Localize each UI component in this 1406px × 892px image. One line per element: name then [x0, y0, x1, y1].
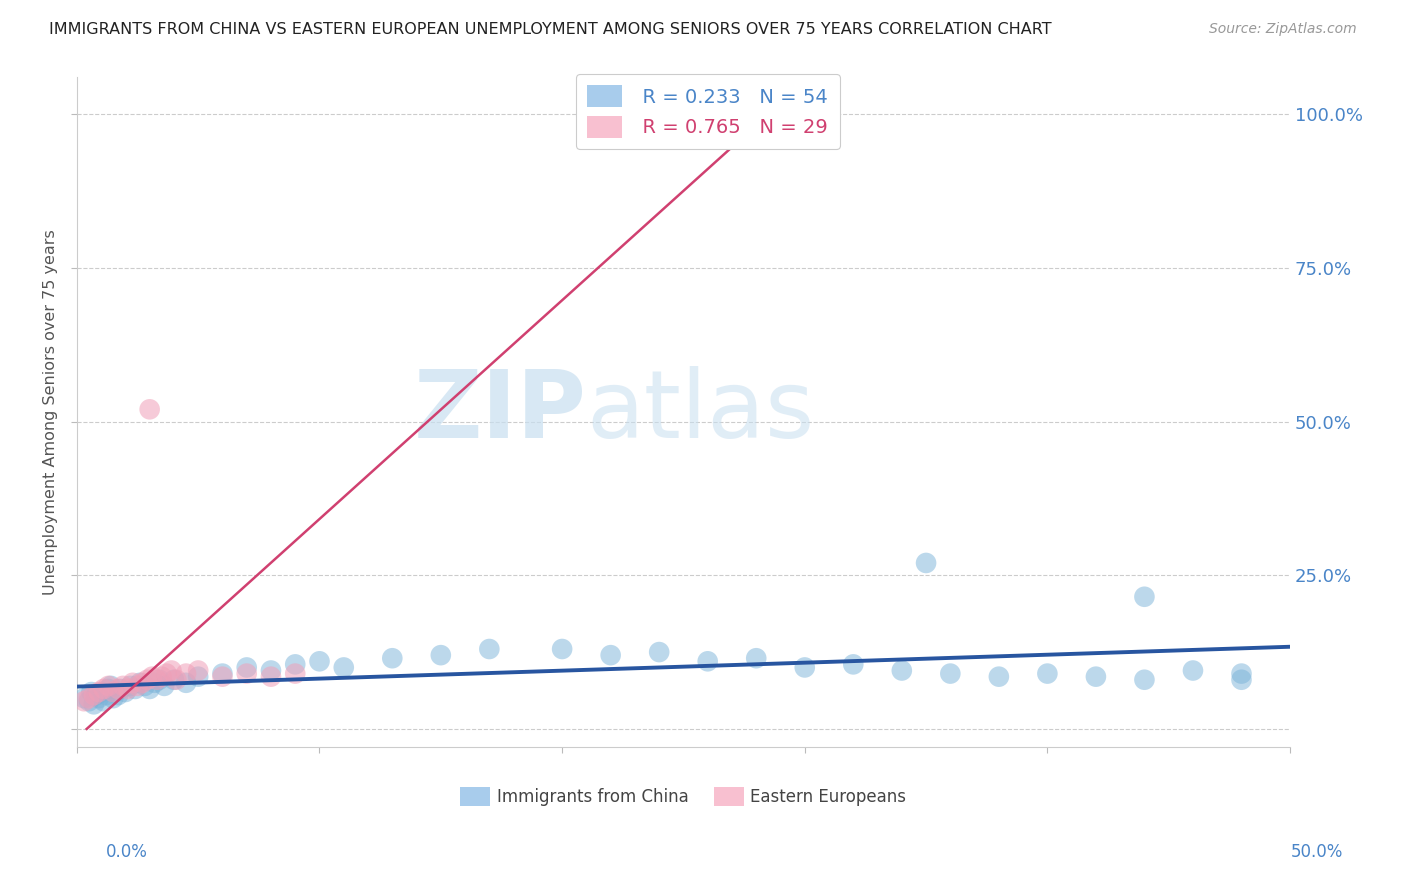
Point: [211, 666, 233, 681]
Point: [83, 688, 105, 702]
Point: [174, 666, 197, 681]
Point: [599, 648, 621, 662]
Point: [97, 679, 120, 693]
Point: [187, 670, 209, 684]
Point: [129, 675, 152, 690]
Point: [163, 673, 186, 687]
Text: atlas: atlas: [586, 367, 814, 458]
Point: [430, 648, 453, 662]
Point: [793, 660, 815, 674]
Point: [77, 691, 100, 706]
Point: [87, 685, 110, 699]
Point: [648, 645, 671, 659]
Point: [1084, 670, 1107, 684]
Point: [478, 642, 501, 657]
Point: [721, 132, 744, 146]
Point: [103, 691, 125, 706]
Point: [77, 694, 100, 708]
Point: [138, 681, 160, 696]
Point: [381, 651, 404, 665]
Point: [1230, 666, 1253, 681]
Point: [97, 681, 120, 696]
Point: [111, 679, 134, 693]
Point: [235, 660, 257, 674]
Point: [141, 670, 163, 684]
Point: [153, 679, 176, 693]
Point: [117, 681, 139, 696]
Point: [332, 660, 354, 674]
Point: [136, 673, 159, 687]
Point: [174, 675, 197, 690]
Point: [146, 673, 169, 687]
Point: [915, 556, 938, 570]
Point: [93, 694, 115, 708]
Point: [160, 664, 183, 678]
Text: IMMIGRANTS FROM CHINA VS EASTERN EUROPEAN UNEMPLOYMENT AMONG SENIORS OVER 75 YEA: IMMIGRANTS FROM CHINA VS EASTERN EUROPEA…: [49, 22, 1052, 37]
Point: [260, 664, 283, 678]
Point: [260, 670, 283, 684]
Point: [73, 694, 96, 708]
Point: [156, 666, 179, 681]
Text: Source: ZipAtlas.com: Source: ZipAtlas.com: [1209, 22, 1357, 37]
Y-axis label: Unemployment Among Seniors over 75 years: Unemployment Among Seniors over 75 years: [44, 229, 58, 595]
Point: [110, 681, 132, 696]
Point: [94, 688, 117, 702]
Point: [1036, 666, 1059, 681]
Point: [104, 685, 127, 699]
Point: [90, 685, 112, 699]
Point: [138, 402, 160, 417]
Point: [165, 673, 187, 687]
Point: [120, 679, 142, 693]
Point: [131, 675, 153, 690]
Text: 0.0%: 0.0%: [105, 843, 148, 861]
Point: [890, 664, 912, 678]
Point: [80, 685, 103, 699]
Point: [696, 654, 718, 668]
Point: [100, 679, 122, 693]
Point: [211, 670, 233, 684]
Point: [84, 688, 107, 702]
Point: [1133, 590, 1156, 604]
Point: [103, 685, 125, 699]
Point: [235, 666, 257, 681]
Point: [284, 666, 307, 681]
Point: [1133, 673, 1156, 687]
Point: [745, 651, 768, 665]
Point: [107, 688, 129, 702]
Legend: Immigrants from China, Eastern Europeans: Immigrants from China, Eastern Europeans: [454, 780, 912, 813]
Text: 50.0%: 50.0%: [1291, 843, 1343, 861]
Point: [124, 681, 146, 696]
Point: [114, 685, 136, 699]
Point: [599, 126, 621, 140]
Point: [73, 691, 96, 706]
Point: [127, 679, 149, 693]
Point: [148, 673, 170, 687]
Point: [87, 691, 110, 706]
Point: [121, 675, 143, 690]
Point: [308, 654, 330, 668]
Point: [1230, 673, 1253, 687]
Point: [284, 657, 307, 672]
Point: [107, 681, 129, 696]
Point: [143, 675, 166, 690]
Point: [551, 642, 574, 657]
Point: [83, 698, 105, 712]
Text: ZIP: ZIP: [413, 367, 586, 458]
Point: [187, 664, 209, 678]
Point: [1181, 664, 1204, 678]
Point: [939, 666, 962, 681]
Point: [93, 681, 115, 696]
Point: [134, 679, 156, 693]
Point: [842, 657, 865, 672]
Point: [987, 670, 1010, 684]
Point: [150, 670, 173, 684]
